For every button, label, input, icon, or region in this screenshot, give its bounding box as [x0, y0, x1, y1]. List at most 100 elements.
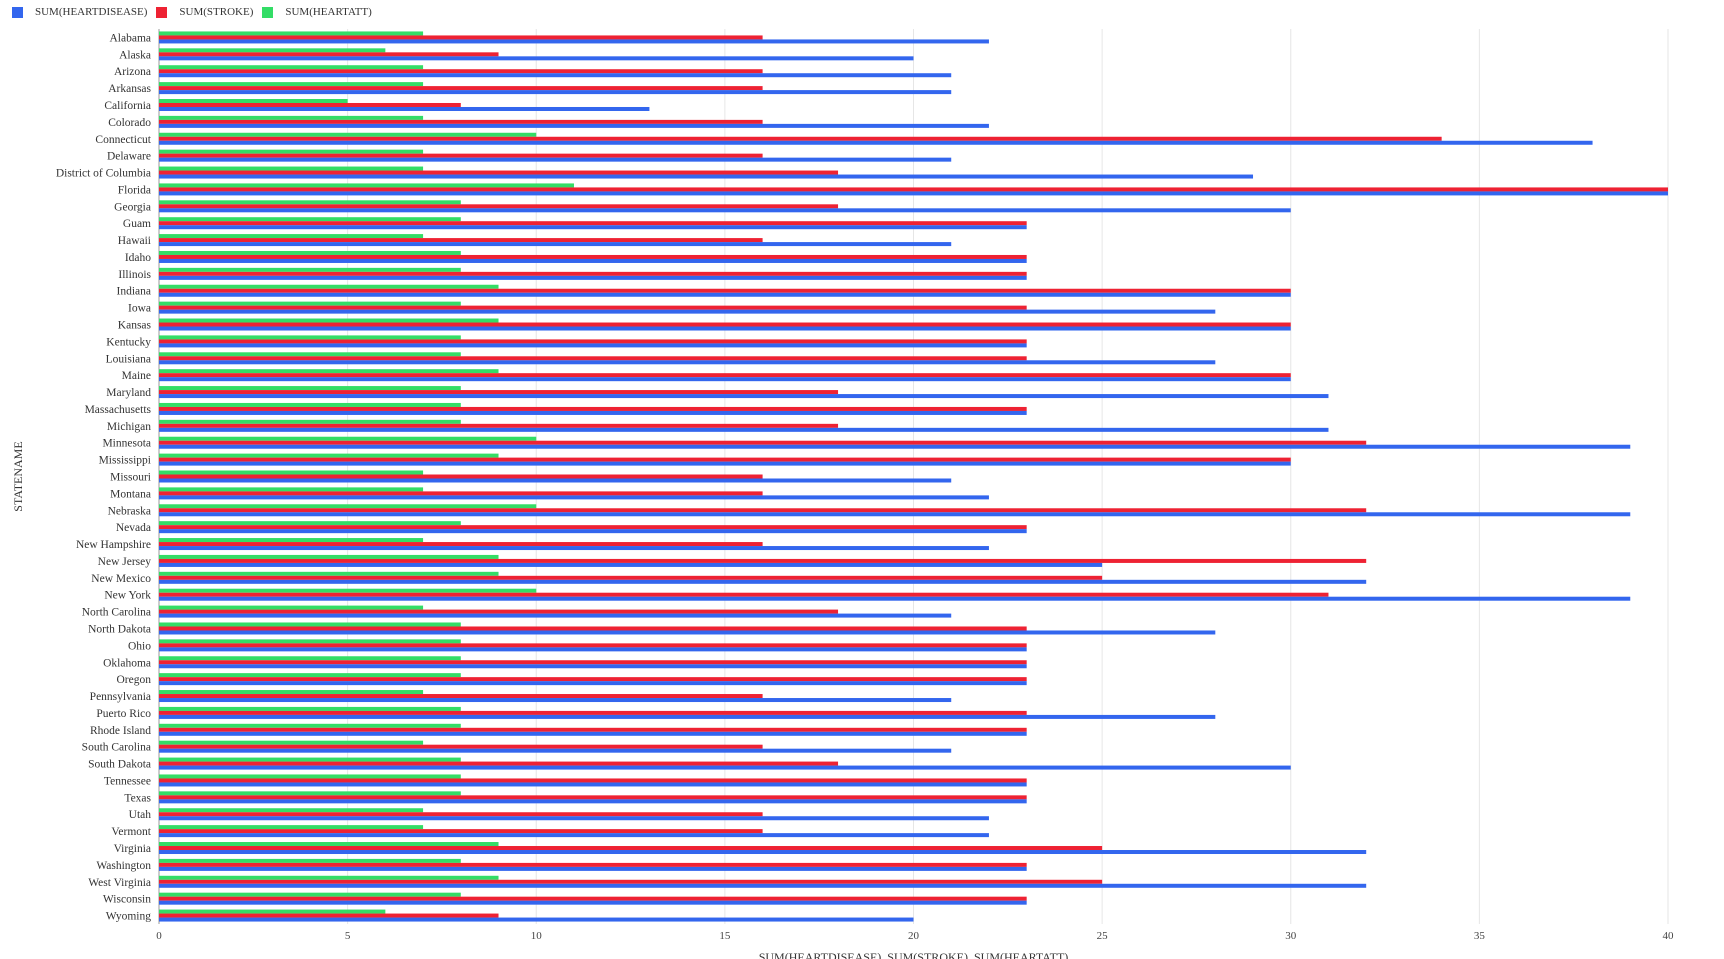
bar-sum-heartatt--iowa — [159, 301, 461, 306]
bar-sum-heartdisease--new-jersey — [159, 562, 1103, 567]
chart-legend: SUM(HEARTDISEASE) SUM(STROKE) SUM(HEARTA… — [12, 6, 381, 18]
bar-sum-heartatt--alabama — [159, 31, 424, 36]
bar-sum-heartatt--mississippi — [159, 453, 499, 458]
x-tick-label: 35 — [1474, 930, 1486, 942]
bar-sum-stroke--nevada — [159, 525, 1027, 530]
bar-sum-heartdisease--florida — [159, 191, 1668, 196]
bar-sum-heartdisease--alaska — [159, 56, 914, 61]
bar-sum-heartatt--district-of-columbia — [159, 166, 424, 171]
bar-sum-stroke--arizona — [159, 69, 763, 74]
bar-sum-stroke--georgia — [159, 204, 839, 209]
bar-sum-stroke--nebraska — [159, 508, 1367, 513]
category-label-alaska: Alaska — [119, 49, 151, 61]
bar-sum-stroke--oregon — [159, 677, 1027, 682]
x-tick-label: 30 — [1285, 930, 1297, 942]
category-label-oklahoma: Oklahoma — [103, 657, 151, 669]
category-label-tennessee: Tennessee — [104, 775, 151, 787]
bar-sum-heartatt--vermont — [159, 825, 424, 830]
bar-sum-heartatt--michigan — [159, 419, 461, 424]
bar-sum-heartdisease--minnesota — [159, 444, 1631, 449]
bar-sum-stroke--alaska — [159, 52, 499, 57]
category-label-georgia: Georgia — [114, 201, 151, 213]
bar-sum-stroke--wisconsin — [159, 896, 1027, 901]
category-label-minnesota: Minnesota — [102, 438, 151, 450]
bar-sum-stroke--west-virginia — [159, 879, 1103, 884]
bar-sum-stroke--north-carolina — [159, 609, 839, 614]
bar-sum-heartdisease--south-dakota — [159, 765, 1291, 770]
category-label-mississippi: Mississippi — [99, 455, 151, 467]
bar-sum-stroke--puerto-rico — [159, 710, 1027, 715]
bar-sum-heartdisease--alabama — [159, 39, 989, 44]
category-label-florida: Florida — [118, 184, 151, 196]
bar-sum-stroke--tennessee — [159, 778, 1027, 783]
bar-sum-heartatt--north-dakota — [159, 622, 461, 627]
legend-item-heartatt[interactable]: SUM(HEARTATT) — [262, 6, 372, 18]
bar-sum-heartatt--delaware — [159, 149, 424, 154]
bar-sum-heartatt--alaska — [159, 48, 386, 53]
bar-sum-heartatt--missouri — [159, 470, 424, 475]
bar-sum-heartatt--new-york — [159, 588, 537, 593]
category-label-alabama: Alabama — [109, 32, 151, 44]
bar-sum-stroke--south-carolina — [159, 744, 763, 749]
bar-sum-heartatt--west-virginia — [159, 875, 499, 880]
bar-sum-heartdisease--pennsylvania — [159, 698, 952, 703]
bar-sum-heartatt--virginia — [159, 842, 499, 847]
bar-sum-heartatt--oklahoma — [159, 656, 461, 661]
bar-sum-stroke--oklahoma — [159, 660, 1027, 665]
bar-sum-stroke--maryland — [159, 390, 839, 395]
category-label-maine: Maine — [122, 370, 151, 382]
bar-sum-heartdisease--montana — [159, 495, 989, 500]
bar-sum-heartdisease--rhode-island — [159, 731, 1027, 736]
bar-sum-heartdisease--hawaii — [159, 242, 952, 247]
bar-sum-heartatt--south-carolina — [159, 740, 424, 745]
category-label-north-dakota: North Dakota — [88, 623, 151, 635]
bar-sum-heartatt--idaho — [159, 250, 461, 255]
bar-sum-heartdisease--ohio — [159, 647, 1027, 652]
bar-sum-heartdisease--illinois — [159, 275, 1027, 280]
category-label-new-mexico: New Mexico — [91, 573, 151, 585]
bar-sum-stroke--new-mexico — [159, 575, 1103, 580]
bar-sum-heartatt--hawaii — [159, 234, 424, 239]
bar-sum-heartatt--utah — [159, 808, 424, 813]
bar-sum-stroke--maine — [159, 373, 1291, 378]
category-label-illinois: Illinois — [118, 269, 151, 281]
bar-sum-heartatt--new-jersey — [159, 554, 499, 559]
category-label-south-dakota: South Dakota — [88, 759, 151, 771]
category-label-pennsylvania: Pennsylvania — [90, 691, 151, 703]
bar-sum-stroke--south-dakota — [159, 761, 839, 766]
bar-sum-heartdisease--maine — [159, 377, 1291, 382]
category-label-wisconsin: Wisconsin — [103, 894, 151, 906]
bar-sum-heartatt--texas — [159, 791, 461, 796]
bar-sum-heartdisease--west-virginia — [159, 883, 1367, 888]
bar-sum-heartatt--colorado — [159, 115, 424, 120]
category-label-nebraska: Nebraska — [108, 505, 151, 517]
category-label-west-virginia: West Virginia — [88, 877, 151, 889]
bar-sum-heartatt--georgia — [159, 200, 461, 205]
bar-sum-heartdisease--indiana — [159, 292, 1291, 297]
axes: 0 5 10 15 20 25 30 35 40 Alabama Alaska Arizona Arka… — [56, 32, 1674, 942]
bar-sum-stroke--vermont — [159, 829, 763, 834]
category-label-south-carolina: South Carolina — [82, 742, 151, 754]
bar-sum-heartdisease--new-hampshire — [159, 546, 989, 551]
x-axis-title: SUM(HEARTDISEASE), SUM(STROKE), SUM(HEAR… — [759, 950, 1069, 959]
category-label-district-of-columbia: District of Columbia — [56, 168, 151, 180]
bar-sum-stroke--florida — [159, 187, 1668, 192]
legend-item-heartdisease[interactable]: SUM(HEARTDISEASE) — [12, 6, 147, 18]
legend-item-stroke[interactable]: SUM(STROKE) — [156, 6, 253, 18]
bar-sum-heartdisease--south-carolina — [159, 748, 952, 753]
x-tick-label: 25 — [1097, 930, 1109, 942]
bar-sum-stroke--guam — [159, 221, 1027, 226]
x-tick-label: 10 — [531, 930, 543, 942]
bar-sum-stroke--delaware — [159, 153, 763, 158]
bar-sum-heartdisease--north-dakota — [159, 630, 1216, 635]
bar-sum-heartatt--rhode-island — [159, 723, 461, 728]
bar-sum-stroke--arkansas — [159, 86, 763, 91]
bar-sum-heartatt--nevada — [159, 521, 461, 526]
bar-sum-stroke--idaho — [159, 254, 1027, 259]
category-label-louisiana: Louisiana — [106, 353, 151, 365]
bar-sum-heartdisease--washington — [159, 866, 1027, 871]
category-label-oregon: Oregon — [117, 674, 152, 686]
bar-sum-stroke--california — [159, 102, 461, 107]
bar-sum-heartdisease--oklahoma — [159, 664, 1027, 669]
